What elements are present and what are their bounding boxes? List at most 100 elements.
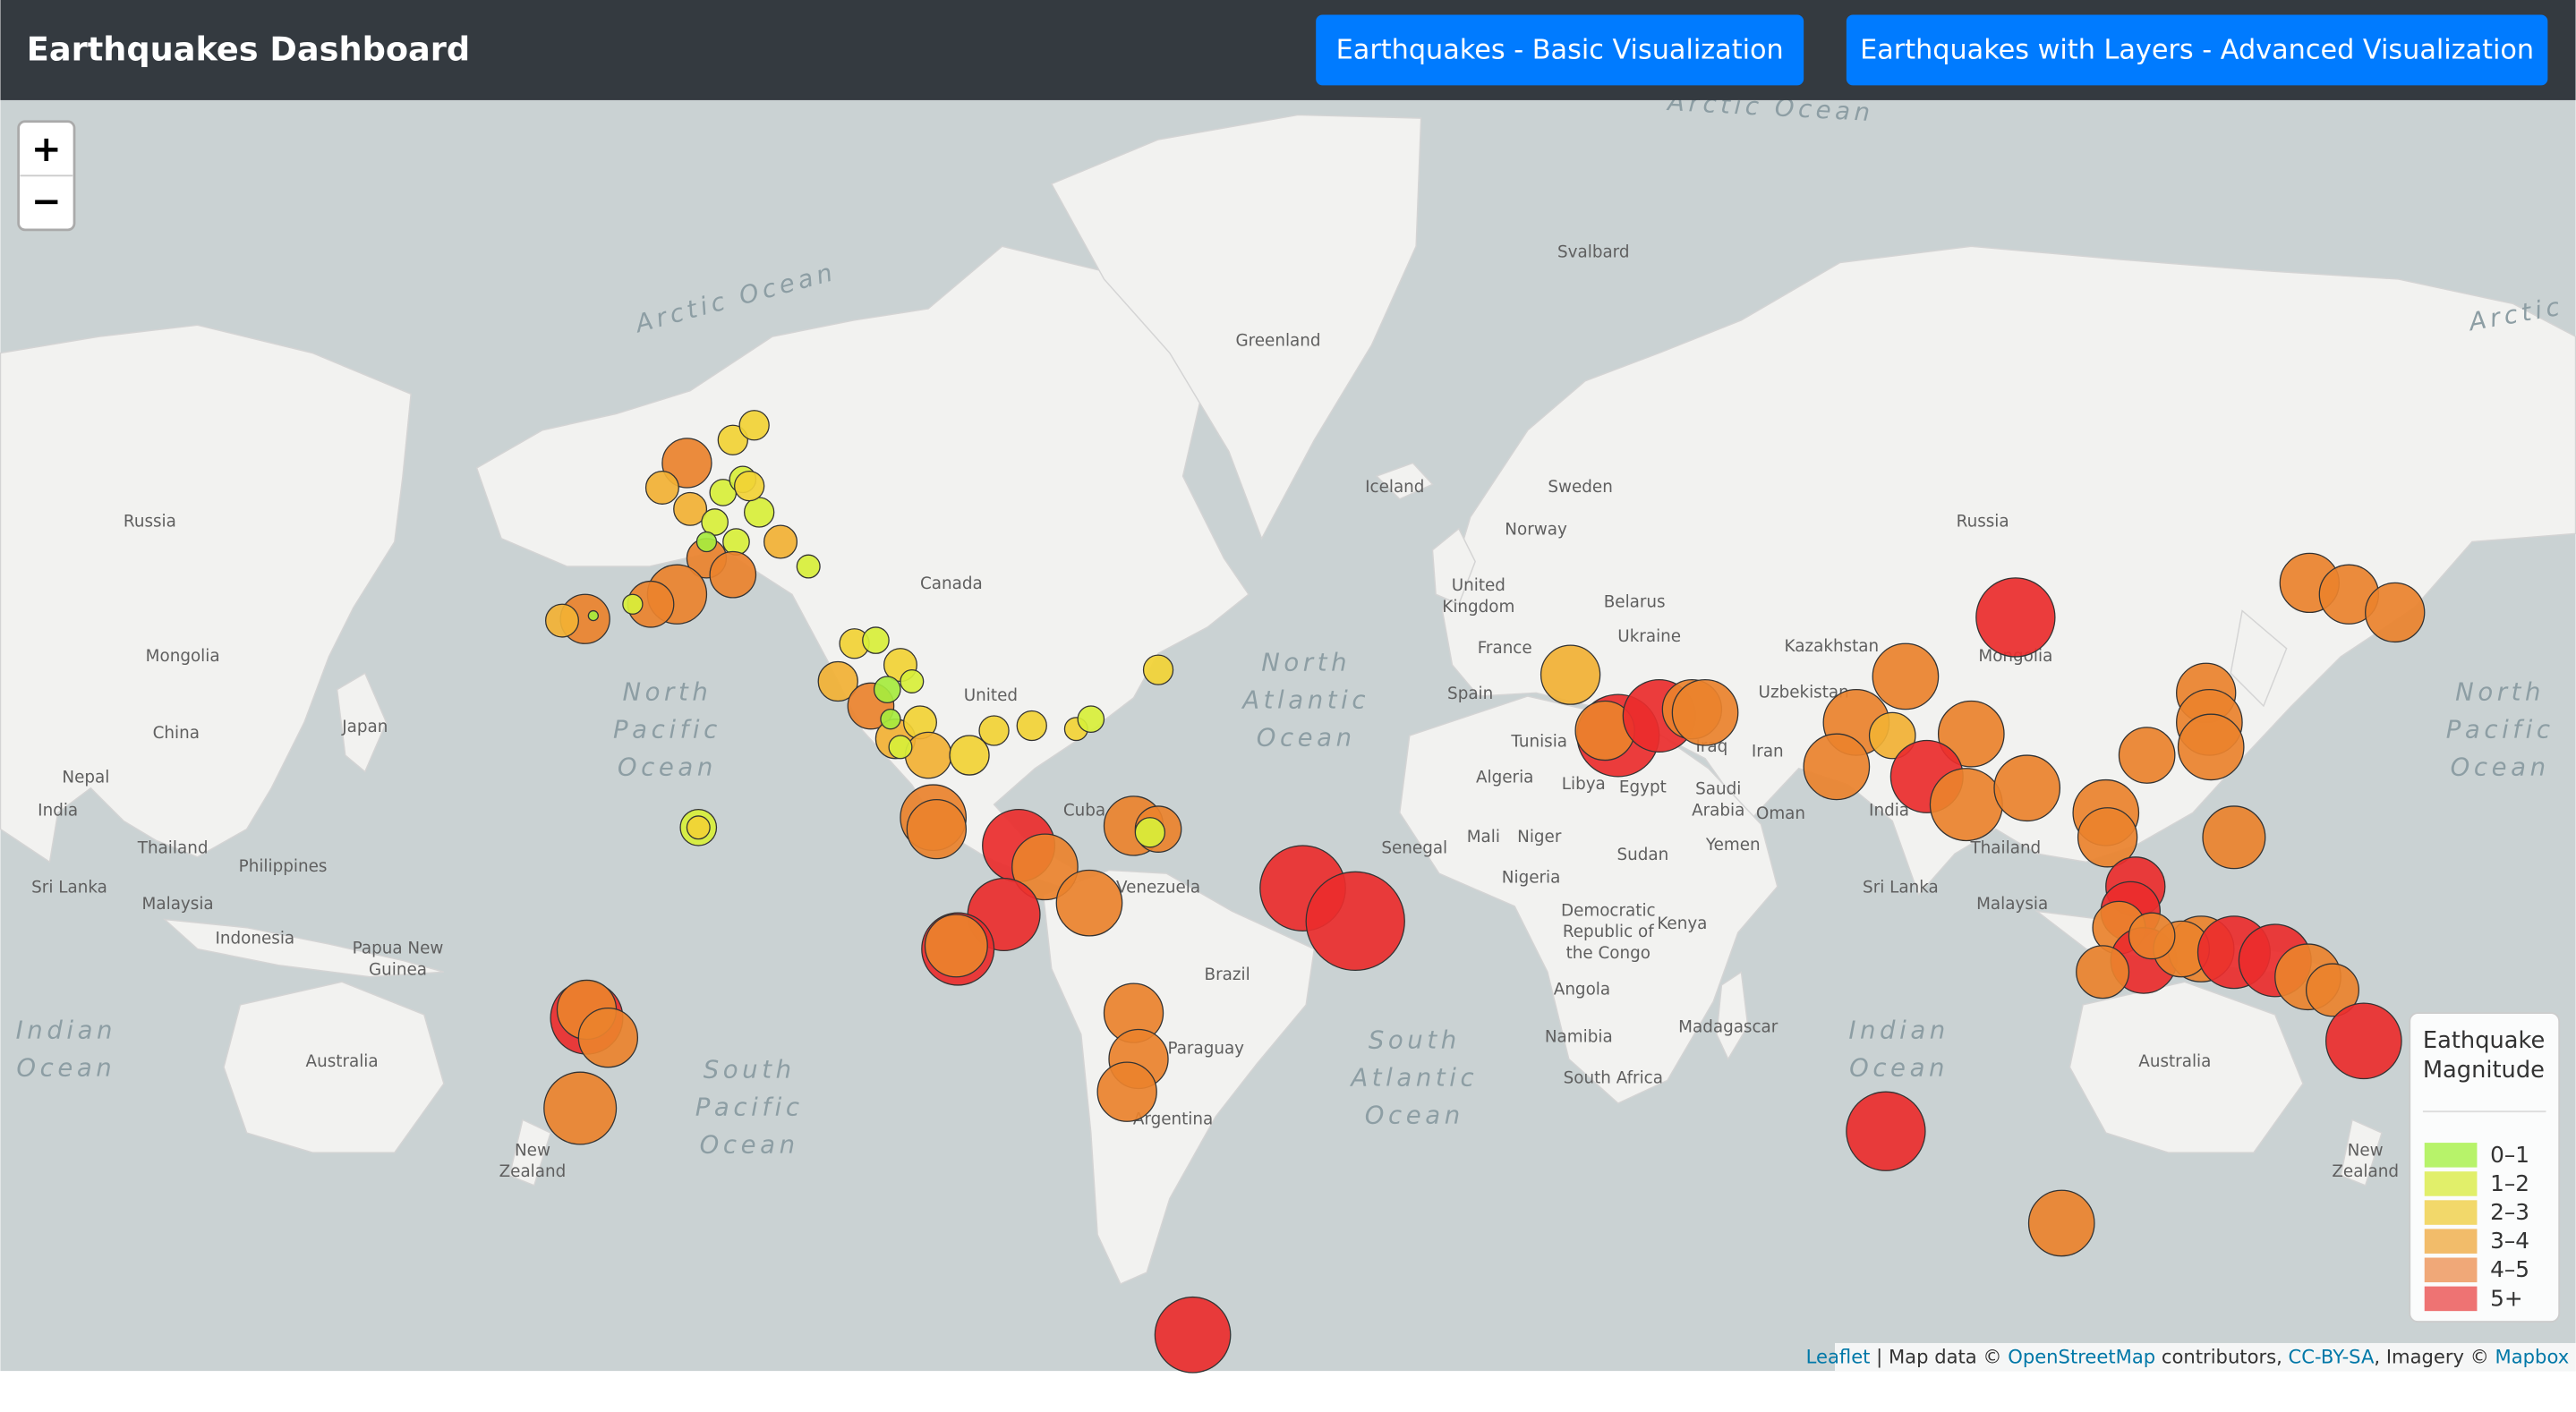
earthquake-marker[interactable]: [544, 603, 579, 638]
ocean-label-line: Ocean: [2451, 753, 2550, 782]
earthquake-marker[interactable]: [2177, 713, 2245, 781]
earthquake-marker[interactable]: [1993, 754, 2061, 822]
earthquake-marker[interactable]: [796, 554, 821, 579]
place-label: Madagascar: [1678, 1018, 1778, 1037]
place-label-line: Yemen: [1705, 836, 1761, 855]
earthquake-marker[interactable]: [900, 668, 925, 693]
earthquake-marker[interactable]: [577, 1007, 639, 1068]
earthquake-marker[interactable]: [744, 497, 775, 528]
earthquake-marker[interactable]: [686, 815, 711, 840]
nav-button[interactable]: Earthquakes - Basic Visualization: [1316, 14, 1804, 86]
earthquake-marker[interactable]: [817, 660, 858, 702]
earthquake-marker[interactable]: [661, 438, 712, 489]
earthquake-marker[interactable]: [2305, 963, 2359, 1017]
zoom-button[interactable]: +: [31, 128, 62, 170]
earthquake-marker[interactable]: [1016, 710, 1047, 742]
earthquake-marker[interactable]: [734, 470, 765, 502]
earthquake-marker[interactable]: [2077, 807, 2138, 868]
earthquake-marker[interactable]: [2202, 805, 2266, 870]
place-label: Thailand: [137, 839, 209, 858]
earthquake-marker[interactable]: [1540, 644, 1601, 705]
zoom-control[interactable]: +−: [17, 120, 76, 232]
earthquake-marker[interactable]: [1929, 768, 2003, 842]
earthquake-marker[interactable]: [2325, 1002, 2402, 1080]
earthquake-marker[interactable]: [904, 731, 952, 779]
earthquake-marker[interactable]: [673, 491, 708, 526]
place-label: South Africa: [1564, 1069, 1663, 1088]
legend-swatch: [2424, 1200, 2478, 1225]
earthquake-marker[interactable]: [2365, 582, 2426, 643]
earthquake-marker[interactable]: [1077, 705, 1105, 734]
place-label-line: Papua New: [353, 940, 444, 958]
legend-swatch: [2424, 1229, 2478, 1254]
place-label-line: Zealand: [2332, 1162, 2399, 1181]
earthquake-marker[interactable]: [2027, 1189, 2095, 1257]
place-label-line: New: [515, 1141, 550, 1160]
nav-button-background[interactable]: [1316, 14, 1804, 86]
nav-button-label[interactable]: Earthquakes - Basic Visualization: [1336, 34, 1784, 65]
earthquake-marker[interactable]: [701, 508, 729, 536]
earthquake-marker[interactable]: [906, 798, 968, 860]
place-label: Indonesia: [216, 930, 295, 948]
earthquake-marker[interactable]: [880, 709, 901, 730]
legend-label: 0–1: [2490, 1142, 2529, 1168]
earthquake-marker[interactable]: [1154, 1296, 1232, 1374]
earthquake-marker[interactable]: [1671, 678, 1739, 746]
earthquake-marker[interactable]: [543, 1071, 618, 1145]
earthquake-marker[interactable]: [1096, 1061, 1157, 1122]
place-label-line: Madagascar: [1678, 1018, 1778, 1037]
earthquake-marker[interactable]: [2128, 912, 2176, 960]
earthquake-marker[interactable]: [717, 424, 748, 455]
earthquake-marker[interactable]: [978, 715, 1010, 746]
attribution-link[interactable]: Mapbox: [2495, 1345, 2570, 1367]
attribution-link[interactable]: OpenStreetMap: [2008, 1345, 2155, 1367]
earthquake-marker[interactable]: [2118, 727, 2176, 784]
earthquake-marker[interactable]: [862, 626, 890, 654]
earthquake-marker[interactable]: [2076, 945, 2130, 999]
place-label-line: Sudan: [1616, 846, 1668, 864]
earthquake-marker[interactable]: [1305, 871, 1405, 972]
earthquake-marker[interactable]: [1011, 833, 1079, 901]
nav-button[interactable]: Earthquakes with Layers - Advanced Visua…: [1846, 14, 2548, 86]
earthquake-marker[interactable]: [873, 676, 901, 703]
earthquake-marker[interactable]: [709, 550, 757, 599]
legend-label: 4–5: [2490, 1256, 2529, 1282]
earthquake-marker[interactable]: [722, 528, 750, 556]
earthquake-marker[interactable]: [1134, 817, 1166, 848]
earthquake-marker[interactable]: [1142, 654, 1174, 685]
earthquake-marker[interactable]: [1055, 869, 1123, 937]
earthquake-marker[interactable]: [1803, 733, 1871, 801]
earthquake-marker[interactable]: [622, 593, 644, 615]
zoom-button[interactable]: −: [31, 181, 62, 223]
earthquake-marker[interactable]: [1846, 1091, 1926, 1171]
legend-title: Magnitude: [2423, 1057, 2545, 1084]
nav-button-label[interactable]: Earthquakes with Layers - Advanced Visua…: [1860, 34, 2534, 65]
attribution-link[interactable]: CC-BY-SA: [2289, 1345, 2375, 1367]
attribution-link[interactable]: Leaflet: [1806, 1345, 1871, 1367]
ocean-label: North Pacific Ocean: [2446, 677, 2550, 782]
place-label-line: Iceland: [1365, 478, 1424, 497]
place-label: Australia: [2138, 1052, 2211, 1071]
earthquake-marker[interactable]: [587, 609, 599, 622]
earthquake-marker[interactable]: [1872, 642, 1940, 710]
earthquake-marker[interactable]: [1975, 577, 2056, 658]
earthquake-marker[interactable]: [949, 735, 990, 776]
land: [0, 114, 2576, 1285]
earthquake-marker[interactable]: [763, 524, 798, 559]
place-label-line: Guinea: [369, 960, 427, 979]
ocean-label-line: North: [622, 677, 712, 706]
earthquake-marker[interactable]: [644, 470, 679, 505]
nav-button-background[interactable]: [1846, 14, 2548, 86]
ocean-label-line: North: [2455, 677, 2545, 706]
earthquake-marker[interactable]: [924, 914, 988, 978]
place-label: Saudi Arabia: [1692, 780, 1744, 821]
place-label: Venezuela: [1116, 879, 1200, 897]
earthquake-marker[interactable]: [738, 410, 770, 441]
earthquake-marker[interactable]: [888, 735, 913, 760]
earthquake-marker[interactable]: [1937, 700, 2005, 768]
ocean-label: North Pacific Ocean: [613, 677, 717, 781]
earthquake-marker[interactable]: [1868, 711, 1916, 760]
attribution-text: | Map data ©: [1870, 1345, 2008, 1368]
earthquake-marker[interactable]: [695, 531, 718, 553]
